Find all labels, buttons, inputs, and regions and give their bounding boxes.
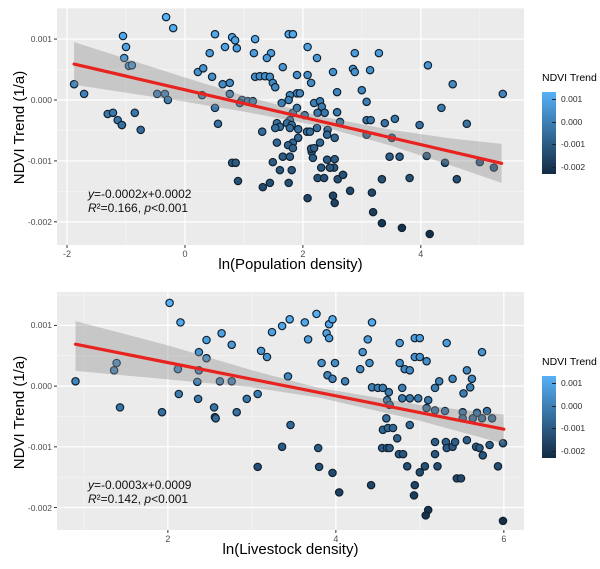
y-tick-label: -0.002 bbox=[27, 502, 52, 513]
y-tick-label: 0.001 bbox=[30, 320, 52, 331]
x-tick-label: 2 bbox=[300, 249, 306, 259]
x-axis-title: ln(Livestock density) bbox=[222, 541, 359, 558]
legend-tick-mark bbox=[552, 98, 556, 100]
legend-value-label: -0.002 bbox=[561, 162, 586, 173]
regression-equation: y=-0.0002x+0.0002 bbox=[88, 187, 192, 201]
legend-title: NDVI Trend bbox=[542, 72, 597, 84]
ndvi-trend-legend: NDVI Trend 0.001 0.000 -0.001 -0.002 bbox=[530, 0, 600, 200]
y-tick-label: 0.001 bbox=[30, 34, 52, 45]
x-tick-label: 4 bbox=[418, 249, 424, 259]
regression-annotation: y=-0.0002x+0.0002 R²=0.166, p<0.001 bbox=[88, 187, 191, 215]
legend-value-label: -0.002 bbox=[561, 446, 586, 457]
legend-tick-mark bbox=[552, 405, 556, 407]
population-density-chart: NDVI Trend (1/a) ln(Population density) … bbox=[11, 0, 600, 273]
y-tick-label: -0.001 bbox=[27, 155, 52, 166]
axis-ticks bbox=[54, 38, 422, 248]
regression-stats: R²=0.142, p<0.001 bbox=[88, 492, 189, 506]
legend-value-label: 0.000 bbox=[561, 116, 583, 127]
regression-equation: y=-0.0003x+0.0009 bbox=[88, 478, 192, 492]
x-axis-title: ln(Population density) bbox=[218, 256, 363, 273]
y-tick-label: 0.000 bbox=[30, 381, 52, 392]
legend-tick-mark bbox=[552, 167, 556, 169]
trend-line bbox=[72, 62, 504, 165]
legend-value-label: -0.001 bbox=[561, 423, 586, 434]
y-tick-label: 0.000 bbox=[30, 94, 52, 105]
legend-value-label: 0.001 bbox=[561, 93, 583, 104]
y-tick-label: -0.001 bbox=[27, 441, 52, 452]
population-scatter-plot bbox=[54, 8, 524, 248]
scatter-points bbox=[71, 298, 508, 526]
axis-ticks bbox=[54, 324, 505, 533]
x-tick-label: -2 bbox=[63, 249, 72, 259]
legend-tick-mark bbox=[552, 428, 556, 430]
x-tick-label: 0 bbox=[182, 249, 188, 259]
livestock-scatter-plot bbox=[54, 292, 524, 533]
y-axis-title: NDVI Trend (1/a) bbox=[11, 70, 28, 185]
legend-value-label: 0.001 bbox=[561, 377, 583, 388]
legend-tick-mark bbox=[552, 144, 556, 146]
legend-colorbar bbox=[542, 376, 556, 458]
regression-annotation: y=-0.0003x+0.0009 R²=0.142, p<0.001 bbox=[88, 478, 191, 506]
legend-value-label: 0.000 bbox=[561, 400, 583, 411]
y-tick-label: -0.002 bbox=[27, 216, 52, 227]
legend-tick-mark bbox=[552, 121, 556, 123]
legend-value-label: -0.001 bbox=[561, 139, 586, 150]
livestock-density-chart: NDVI Trend (1/a) ln(Livestock density) y… bbox=[0, 285, 600, 569]
confidence-band bbox=[75, 321, 504, 444]
legend-tick-mark bbox=[552, 382, 556, 384]
x-tick-label: 4 bbox=[333, 534, 339, 544]
legend-colorbar bbox=[542, 92, 556, 174]
x-tick-label: 6 bbox=[501, 534, 507, 544]
ndvi-trend-legend: NDVI Trend 0.001 0.000 -0.001 -0.002 bbox=[530, 285, 600, 485]
regression-stats: R²=0.166, p<0.001 bbox=[88, 201, 189, 215]
legend-title: NDVI Trend bbox=[542, 356, 597, 368]
legend-tick-mark bbox=[552, 451, 556, 453]
x-tick-label: 2 bbox=[165, 534, 171, 544]
trend-line bbox=[73, 342, 506, 431]
